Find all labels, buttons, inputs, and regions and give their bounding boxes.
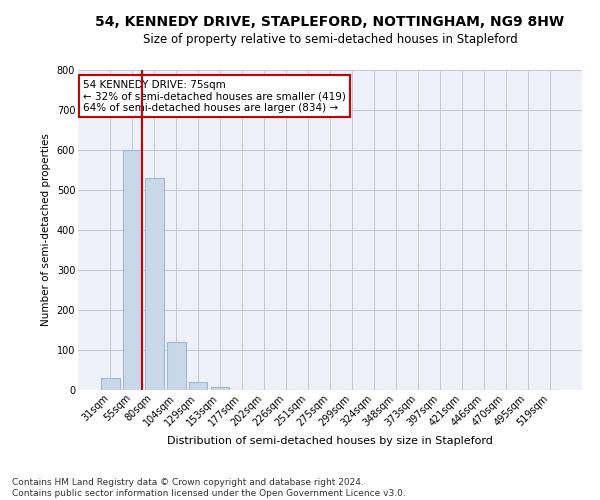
Text: Contains HM Land Registry data © Crown copyright and database right 2024.
Contai: Contains HM Land Registry data © Crown c… [12, 478, 406, 498]
Bar [101, 378, 119, 390]
Y-axis label: Number of semi-detached properties: Number of semi-detached properties [41, 134, 51, 326]
Text: 54, KENNEDY DRIVE, STAPLEFORD, NOTTINGHAM, NG9 8HW: 54, KENNEDY DRIVE, STAPLEFORD, NOTTINGHA… [95, 15, 565, 29]
X-axis label: Distribution of semi-detached houses by size in Stapleford: Distribution of semi-detached houses by … [167, 436, 493, 446]
Bar [189, 382, 208, 390]
Bar [123, 150, 142, 390]
Text: 54 KENNEDY DRIVE: 75sqm
← 32% of semi-detached houses are smaller (419)
64% of s: 54 KENNEDY DRIVE: 75sqm ← 32% of semi-de… [83, 80, 346, 113]
Bar [145, 178, 164, 390]
Bar [167, 342, 185, 390]
Text: Size of property relative to semi-detached houses in Stapleford: Size of property relative to semi-detach… [143, 32, 517, 46]
Bar [211, 387, 229, 390]
